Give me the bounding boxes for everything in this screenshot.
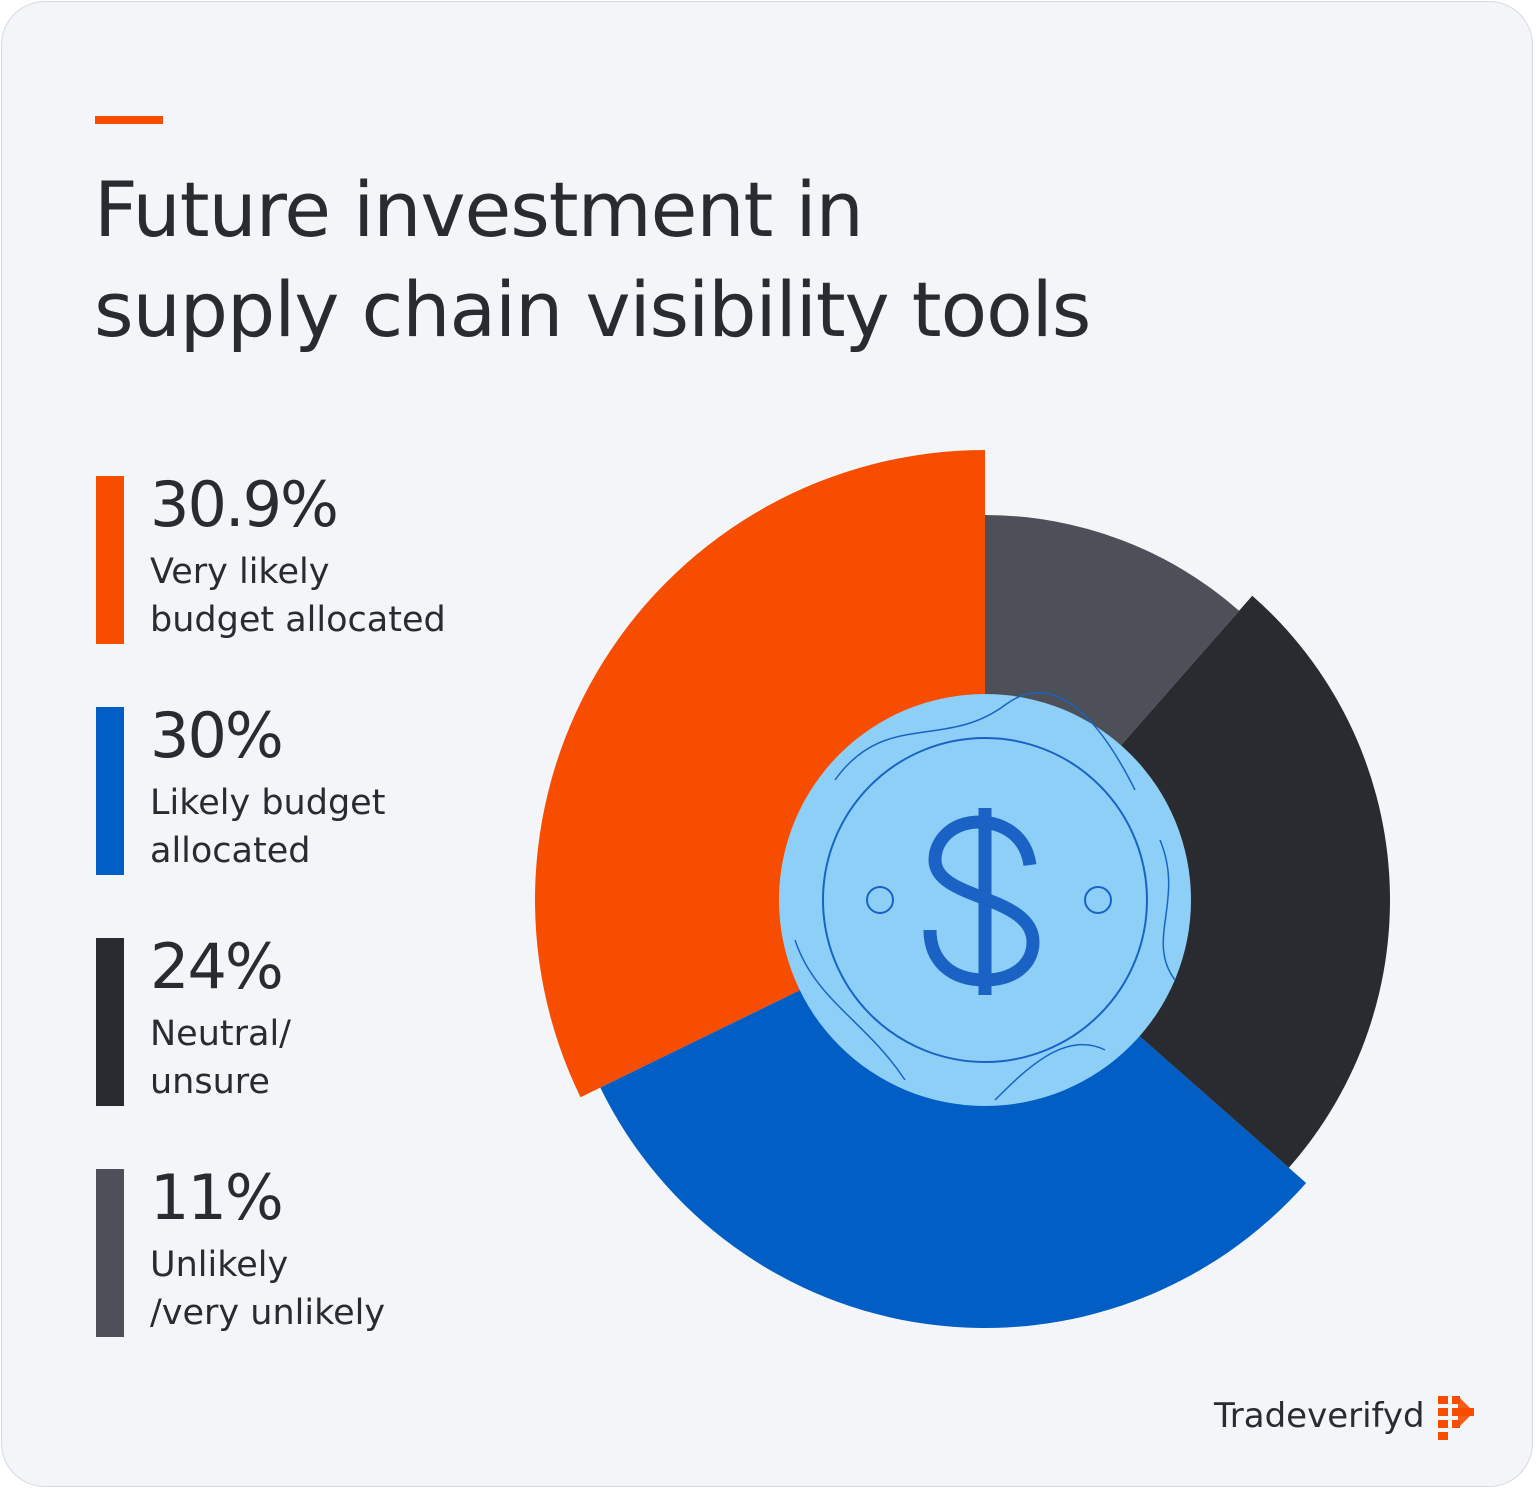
accent-dash [95,116,163,124]
chart-title: Future investment in supply chain visibi… [94,165,1091,354]
legend-swatch [96,1169,124,1337]
coin-ring [822,737,1148,1063]
legend-label: Likely budget allocated [150,783,386,871]
coin-dot [1084,886,1112,914]
legend-item: 30% Likely budget allocated [96,699,516,875]
dollar-sign [923,808,1040,995]
legend-item: 11% Unlikely /very unlikely [96,1161,516,1337]
legend-label: Very likely budget allocated [150,552,446,640]
value-label: 30% [150,699,284,772]
legend-label: Neutral/ unsure [150,1014,291,1102]
legend-swatch [96,707,124,875]
coin-wave [794,691,1176,1101]
value-label: 30.9% [150,468,339,541]
legend-swatch [96,476,124,644]
legend-item: 30.9% Very likely budget allocated [96,468,516,644]
legend-swatch [96,938,124,1106]
value-label: 11% [150,1161,284,1234]
pie-slice [600,900,1307,1328]
coin-dot [866,886,894,914]
coin-icon [779,691,1191,1106]
legend-item: 24% Neutral/ unsure [96,930,516,1106]
brand: Tradeverifyd [1214,1396,1425,1436]
legend-label: Unlikely /very unlikely [150,1245,386,1333]
value-label: 24% [150,930,284,1003]
